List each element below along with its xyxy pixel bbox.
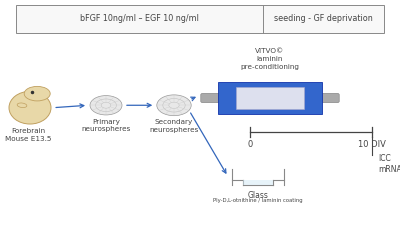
Circle shape bbox=[90, 96, 122, 115]
Ellipse shape bbox=[24, 86, 50, 101]
Text: Ply-D,L-otnithine / laminin coating: Ply-D,L-otnithine / laminin coating bbox=[213, 198, 303, 203]
Text: bFGF 10ng/ml – EGF 10 ng/ml: bFGF 10ng/ml – EGF 10 ng/ml bbox=[80, 14, 199, 23]
Text: ICC
mRNA: ICC mRNA bbox=[378, 154, 400, 174]
Circle shape bbox=[157, 95, 191, 116]
Text: seeding - GF deprivation: seeding - GF deprivation bbox=[274, 14, 373, 23]
Polygon shape bbox=[243, 180, 273, 185]
Bar bbox=[16, 5, 384, 33]
Text: PROLIFERATION: PROLIFERATION bbox=[108, 0, 170, 2]
FancyBboxPatch shape bbox=[201, 93, 220, 103]
FancyBboxPatch shape bbox=[320, 93, 339, 103]
Ellipse shape bbox=[9, 91, 51, 124]
Text: Glass: Glass bbox=[248, 191, 268, 200]
Text: VITVO©
laminin
pre-conditioning: VITVO© laminin pre-conditioning bbox=[240, 48, 300, 70]
Text: Forebrain
Mouse E13.5: Forebrain Mouse E13.5 bbox=[5, 128, 51, 142]
Text: DIFFERENTIATION: DIFFERENTIATION bbox=[288, 0, 358, 2]
Ellipse shape bbox=[17, 103, 27, 107]
Text: Secondary
neurospheres: Secondary neurospheres bbox=[149, 119, 199, 133]
Bar bbox=[218, 82, 322, 114]
Text: 0: 0 bbox=[247, 140, 253, 149]
Bar bbox=[236, 87, 304, 109]
Text: 10 DIV: 10 DIV bbox=[358, 140, 386, 149]
Text: Primary
neurospheres: Primary neurospheres bbox=[81, 119, 131, 132]
